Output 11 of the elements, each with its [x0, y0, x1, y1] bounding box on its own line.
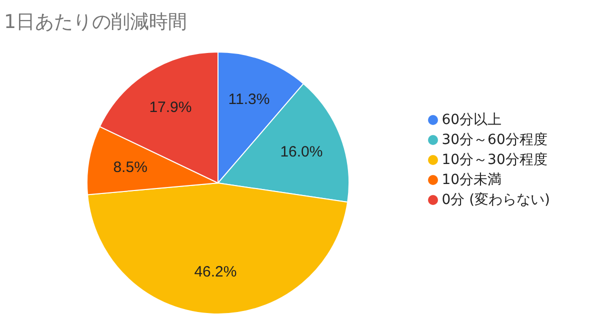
- legend-label: 60分以上: [442, 112, 502, 128]
- legend-label: 10分未満: [442, 172, 502, 188]
- legend-label: 30分～60分程度: [442, 132, 548, 148]
- data-label: 46.2%: [194, 264, 237, 281]
- legend-label: 0分 (変わらない): [442, 192, 550, 208]
- legend-label: 10分～30分程度: [442, 152, 548, 168]
- data-label: 8.5%: [113, 158, 148, 176]
- data-label: 11.3%: [228, 90, 270, 108]
- data-label: 17.9%: [149, 99, 192, 116]
- chart-title: 1日あたりの削減時間: [4, 11, 188, 33]
- data-label: 16.0%: [280, 143, 323, 160]
